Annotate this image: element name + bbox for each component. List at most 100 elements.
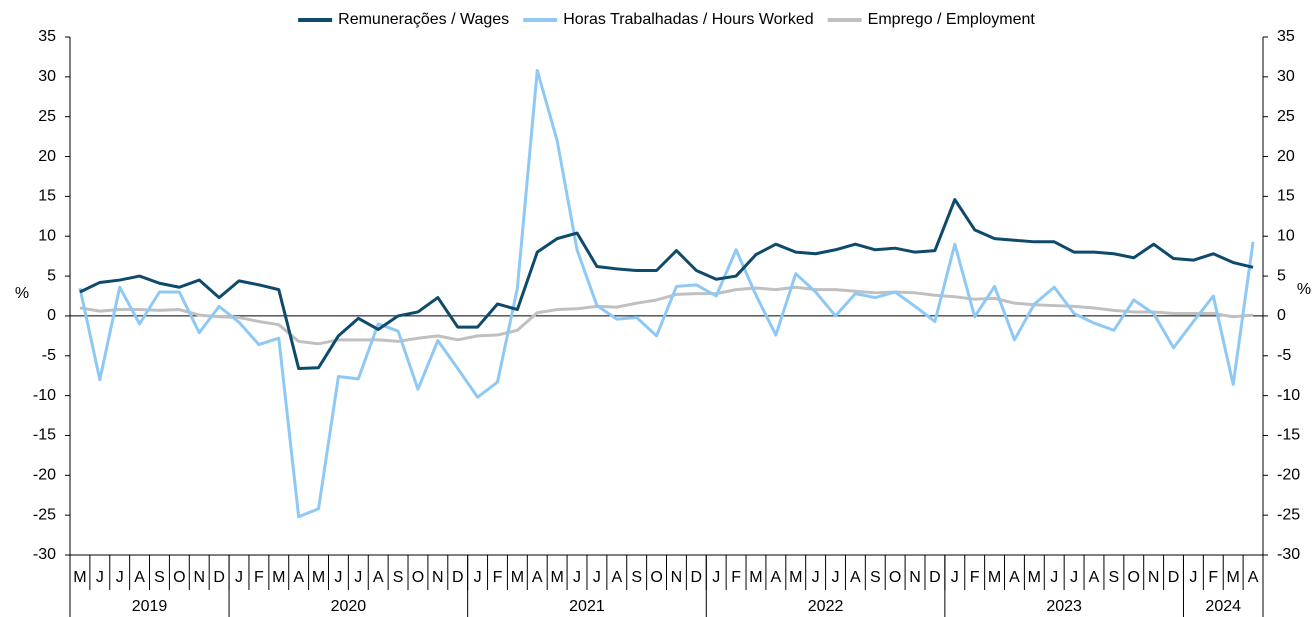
x-tick-label: O <box>650 569 662 586</box>
x-tick-label: J <box>1189 569 1197 586</box>
x-tick-label: O <box>889 569 901 586</box>
x-tick-label: J <box>1070 569 1078 586</box>
x-tick-label: J <box>1050 569 1058 586</box>
x-tick-label: N <box>671 569 683 586</box>
x-tick-label: A <box>850 569 861 586</box>
x-tick-label: J <box>593 569 601 586</box>
x-tick-label: M <box>73 569 86 586</box>
series-line <box>78 68 1255 519</box>
x-tick-label: J <box>573 569 581 586</box>
y-axis-label: % <box>15 285 29 302</box>
x-tick-label: J <box>712 569 720 586</box>
y-tick-label: -5 <box>42 347 56 364</box>
year-label: 2019 <box>132 598 168 615</box>
x-tick-label: A <box>1009 569 1020 586</box>
y-tick-label: 5 <box>47 267 56 284</box>
y2-tick-label: 30 <box>1277 68 1295 85</box>
x-tick-label: J <box>235 569 243 586</box>
x-tick-label: A <box>611 569 622 586</box>
x-tick-label: S <box>631 569 642 586</box>
x-tick-label: M <box>988 569 1001 586</box>
y2-tick-label: 5 <box>1277 267 1286 284</box>
y-tick-label: -25 <box>33 506 56 523</box>
x-tick-label: M <box>789 569 802 586</box>
x-tick-label: A <box>373 569 384 586</box>
x-tick-label: J <box>116 569 124 586</box>
x-tick-label: J <box>474 569 482 586</box>
x-tick-label: J <box>334 569 342 586</box>
y2-tick-label: -15 <box>1277 427 1300 444</box>
y2-tick-label: -5 <box>1277 347 1291 364</box>
x-tick-label: A <box>532 569 543 586</box>
y2-tick-label: 15 <box>1277 188 1295 205</box>
y2-tick-label: 0 <box>1277 307 1286 324</box>
y2-tick-label: -10 <box>1277 387 1300 404</box>
y2-axis-label: % <box>1297 281 1311 298</box>
x-tick-label: A <box>134 569 145 586</box>
x-tick-label: F <box>493 569 503 586</box>
x-tick-label: D <box>452 569 464 586</box>
x-tick-label: A <box>293 569 304 586</box>
x-tick-label: M <box>272 569 285 586</box>
x-tick-label: D <box>929 569 941 586</box>
y-tick-label: -15 <box>33 427 56 444</box>
year-label: 2022 <box>808 598 844 615</box>
x-tick-label: F <box>970 569 980 586</box>
y-tick-label: -30 <box>33 546 56 563</box>
x-tick-label: J <box>832 569 840 586</box>
series-line <box>79 198 1254 371</box>
x-tick-label: J <box>951 569 959 586</box>
y-tick-label: 10 <box>38 227 56 244</box>
y2-tick-label: 10 <box>1277 227 1295 244</box>
y2-tick-label: 25 <box>1277 108 1295 125</box>
x-tick-label: N <box>193 569 205 586</box>
series-line <box>79 285 1254 346</box>
x-tick-label: S <box>154 569 165 586</box>
y2-tick-label: -30 <box>1277 546 1300 563</box>
y-tick-label: -10 <box>33 387 56 404</box>
x-tick-label: S <box>870 569 881 586</box>
legend-label: Horas Trabalhadas / Hours Worked <box>563 11 813 28</box>
x-tick-label: O <box>1128 569 1140 586</box>
y-tick-label: 20 <box>38 148 56 165</box>
x-tick-label: A <box>1089 569 1100 586</box>
x-tick-label: A <box>771 569 782 586</box>
y2-tick-label: -25 <box>1277 506 1300 523</box>
x-tick-label: J <box>812 569 820 586</box>
x-tick-label: M <box>1227 569 1240 586</box>
x-tick-label: D <box>691 569 703 586</box>
x-tick-label: J <box>354 569 362 586</box>
y-tick-label: 25 <box>38 108 56 125</box>
x-tick-label: D <box>1168 569 1180 586</box>
y-tick-label: -20 <box>33 467 56 484</box>
year-label: 2023 <box>1046 598 1082 615</box>
x-tick-label: M <box>511 569 524 586</box>
x-tick-label: M <box>312 569 325 586</box>
legend-label: Emprego / Employment <box>868 11 1036 28</box>
x-tick-label: S <box>393 569 404 586</box>
x-tick-label: O <box>173 569 185 586</box>
x-tick-label: A <box>1248 569 1259 586</box>
x-tick-label: F <box>254 569 264 586</box>
y2-tick-label: -20 <box>1277 467 1300 484</box>
x-tick-label: F <box>1208 569 1218 586</box>
year-label: 2020 <box>331 598 367 615</box>
year-label: 2024 <box>1205 598 1241 615</box>
x-tick-label: J <box>96 569 104 586</box>
x-tick-label: F <box>731 569 741 586</box>
year-label: 2021 <box>569 598 605 615</box>
y-tick-label: 15 <box>38 188 56 205</box>
x-tick-label: S <box>1109 569 1120 586</box>
y-tick-label: 30 <box>38 68 56 85</box>
x-tick-label: D <box>213 569 225 586</box>
x-tick-label: M <box>1028 569 1041 586</box>
y2-tick-label: 35 <box>1277 28 1295 45</box>
x-tick-label: N <box>432 569 444 586</box>
y-tick-label: 35 <box>38 28 56 45</box>
x-tick-label: M <box>749 569 762 586</box>
x-tick-label: O <box>412 569 424 586</box>
x-tick-label: N <box>909 569 921 586</box>
x-tick-label: N <box>1148 569 1160 586</box>
x-tick-label: M <box>550 569 563 586</box>
